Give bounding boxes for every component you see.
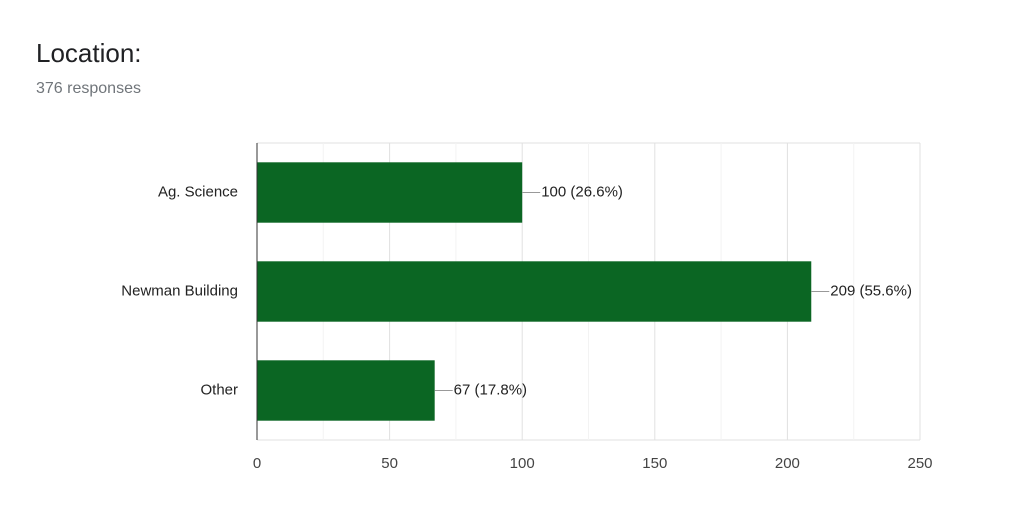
value-label: 100 (26.6%): [541, 183, 623, 200]
value-label: 67 (17.8%): [454, 381, 527, 398]
x-tick-label: 250: [907, 455, 932, 472]
x-tick-label: 100: [510, 455, 535, 472]
y-tick-label: Newman Building: [121, 282, 238, 299]
chart-subtitle: 376 responses: [36, 80, 141, 97]
bar: [257, 162, 523, 223]
bar: [257, 360, 435, 421]
chart-title: Location:: [36, 38, 142, 68]
x-tick-label: 150: [642, 455, 667, 472]
value-label: 209 (55.6%): [830, 282, 912, 299]
bar: [257, 261, 812, 322]
y-tick-label: Other: [200, 381, 238, 398]
x-tick-label: 0: [253, 455, 261, 472]
y-tick-label: Ag. Science: [158, 183, 238, 200]
x-tick-label: 200: [775, 455, 800, 472]
x-tick-label: 50: [381, 455, 398, 472]
